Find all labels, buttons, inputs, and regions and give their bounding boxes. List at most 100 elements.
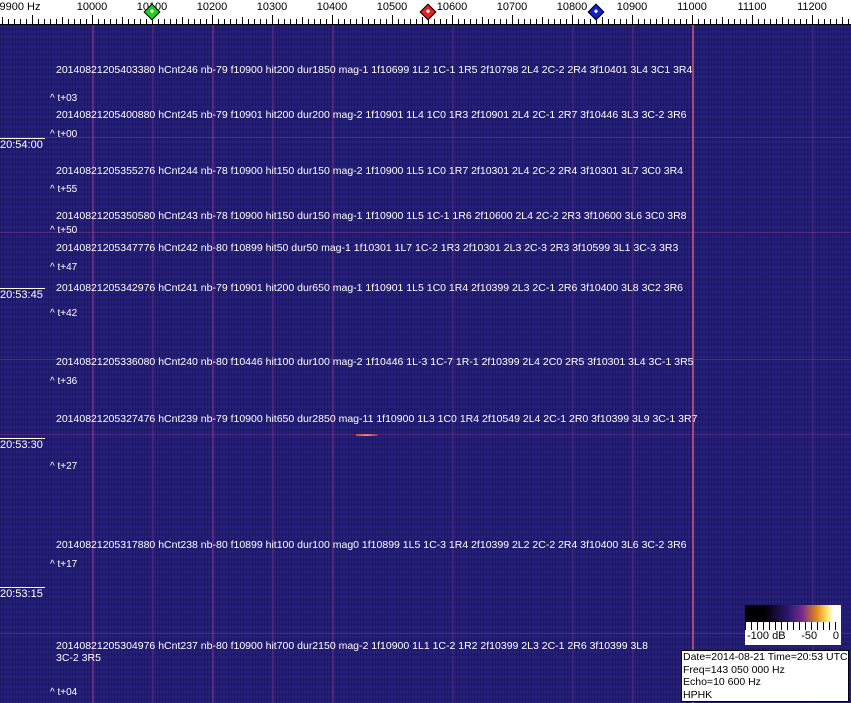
ruler-tick <box>122 17 123 24</box>
ruler-tick <box>272 15 273 24</box>
ruler-tick <box>254 19 255 24</box>
ruler-tick <box>260 19 261 24</box>
ruler-tick <box>128 19 129 24</box>
ruler-tick <box>554 19 555 24</box>
ruler-tick <box>476 19 477 24</box>
ruler-tick <box>830 19 831 24</box>
time-offset-marker: ^ t+36 <box>50 376 78 387</box>
ruler-tick <box>608 19 609 24</box>
carrier-line <box>572 25 574 703</box>
detection-log-line: 20140821205347776 hCnt242 nb-80 f10899 h… <box>56 242 679 254</box>
ruler-tick <box>14 19 15 24</box>
ruler-tick <box>590 19 591 24</box>
ruler-tick <box>464 19 465 24</box>
ruler-tick <box>632 15 633 24</box>
ruler-tick <box>20 19 21 24</box>
info-box: Date=2014-08-21 Time=20:53 UTC Freq=143 … <box>681 650 849 702</box>
ruler-tick <box>416 19 417 24</box>
ruler-tick <box>410 19 411 24</box>
ruler-tick <box>506 19 507 24</box>
detection-log-line: 20140821205304976 hCnt237 nb-80 f10900 h… <box>56 640 648 664</box>
ruler-tick <box>560 19 561 24</box>
ruler-tick <box>92 15 93 24</box>
colorbar-label-min: -100 dB <box>747 630 786 642</box>
ruler-tick <box>620 19 621 24</box>
ruler-tick <box>548 19 549 24</box>
detection-log-line: 20140821205342976 hCnt241 nb-79 f10901 h… <box>56 282 684 294</box>
ruler-tick <box>530 19 531 24</box>
ruler-tick <box>2 17 3 24</box>
ruler-tick <box>332 15 333 24</box>
frequency-label: 10000 <box>76 1 108 13</box>
colorbar-label-mid: -50 <box>801 630 818 642</box>
frequency-label: 10700 <box>496 1 528 13</box>
ruler-tick <box>26 19 27 24</box>
ruler-tick <box>50 19 51 24</box>
ruler-tick <box>542 17 543 24</box>
ruler-tick <box>350 19 351 24</box>
frequency-ruler[interactable]: 9900 Hz100001010010200103001040010500106… <box>0 0 851 25</box>
ruler-tick <box>842 17 843 24</box>
ruler-tick <box>500 19 501 24</box>
carrier-line <box>452 25 454 703</box>
detection-log-line: 20140821205317880 hCnt238 nb-80 f10899 h… <box>56 539 687 551</box>
ruler-tick <box>140 19 141 24</box>
ruler-tick <box>704 19 705 24</box>
frequency-label: 10800 <box>556 1 588 13</box>
ruler-tick <box>584 19 585 24</box>
ruler-tick <box>806 19 807 24</box>
ruler-tick <box>566 19 567 24</box>
colorbar-label-max: 0 <box>832 630 839 642</box>
ruler-tick <box>278 19 279 24</box>
ruler-tick <box>458 19 459 24</box>
ruler-tick <box>422 17 423 24</box>
ruler-tick <box>674 19 675 24</box>
ruler-tick <box>200 19 201 24</box>
ruler-tick <box>758 19 759 24</box>
frequency-label: 11200 <box>797 1 827 13</box>
time-offset-marker: ^ t+55 <box>50 184 78 195</box>
time-gridline <box>0 633 851 634</box>
ruler-tick <box>326 19 327 24</box>
ruler-tick <box>800 19 801 24</box>
ruler-tick <box>104 19 105 24</box>
ruler-tick <box>716 19 717 24</box>
ruler-tick <box>392 15 393 24</box>
ruler-tick <box>680 19 681 24</box>
ruler-tick <box>662 17 663 24</box>
ruler-tick <box>824 19 825 24</box>
carrier-line <box>272 25 274 703</box>
color-scale-legend: -100 dB -50 0 <box>745 605 841 645</box>
carrier-line <box>692 25 694 703</box>
ruler-tick <box>638 19 639 24</box>
frequency-label: 10400 <box>316 1 348 13</box>
ruler-tick <box>80 19 81 24</box>
carrier-line <box>632 25 634 703</box>
frequency-label: 10500 <box>376 1 408 13</box>
frequency-label: 9900 Hz <box>0 1 41 13</box>
ruler-tick <box>356 19 357 24</box>
ruler-tick <box>320 19 321 24</box>
ruler-tick <box>836 19 837 24</box>
ruler-tick <box>242 17 243 24</box>
ruler-tick <box>8 19 9 24</box>
ruler-tick <box>116 19 117 24</box>
ruler-tick <box>266 19 267 24</box>
ruler-tick <box>596 19 597 24</box>
ruler-tick <box>698 19 699 24</box>
ruler-tick <box>578 19 579 24</box>
time-gridline <box>0 137 851 138</box>
time-axis-label: 20:53:30 <box>0 438 45 451</box>
ruler-tick <box>230 19 231 24</box>
time-gridline <box>0 232 851 233</box>
carrier-line <box>92 25 94 703</box>
carrier-line <box>812 25 814 703</box>
ruler-tick <box>776 19 777 24</box>
ruler-tick <box>752 15 753 24</box>
spectrogram-waterfall <box>0 25 851 703</box>
time-offset-marker: ^ t+03 <box>50 93 78 104</box>
time-gridline <box>0 359 851 360</box>
ruler-tick <box>446 19 447 24</box>
frequency-label: 10600 <box>436 1 468 13</box>
ruler-tick <box>644 19 645 24</box>
